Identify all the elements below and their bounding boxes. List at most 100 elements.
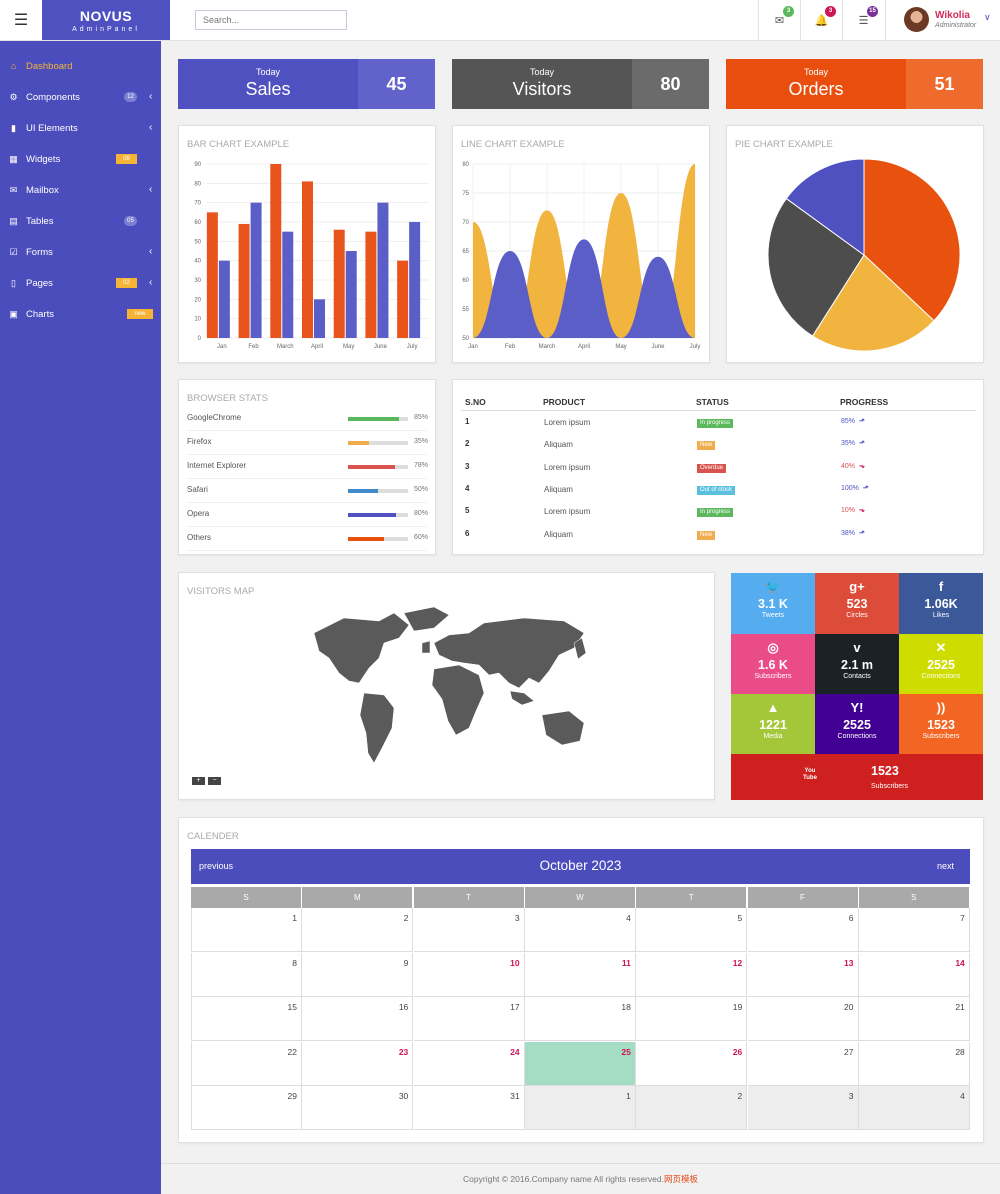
status-badge: New [697,530,716,540]
sidebar-item-pages[interactable]: ▯ Pages 02 ‹ [0,269,161,299]
social-tile-twitter[interactable]: 🐦 3.1 K Tweets [731,573,815,634]
tasks-button[interactable]: ☰ 15 [842,0,884,40]
calendar-day[interactable]: 10 [413,952,525,997]
brand-logo[interactable]: NOVUS AdminPanel [42,0,170,40]
chevron-down-icon: ∨ [984,12,991,22]
social-tile-rss[interactable]: )) 1523 Subscribers [899,694,983,755]
sidebar-item-mailbox[interactable]: ✉ Mailbox ‹ [0,176,161,206]
calendar-day[interactable]: 9 [302,952,414,997]
bar [238,223,250,338]
rss-icon: )) [936,700,946,715]
sidebar-item-dashboard[interactable]: ⌂ Dashboard [0,52,161,82]
stat-card-sales[interactable]: Today Sales 45 [178,59,435,109]
social-tile-youtube[interactable]: You Tube 1523 Subscribers [731,754,983,800]
sidebar-item-forms[interactable]: ☑ Forms ‹ [0,238,161,268]
calendar-day[interactable]: 2 [302,908,414,952]
sidebar-item-charts[interactable]: ▣ Charts new [0,300,161,330]
calendar-day[interactable]: 26 [636,1041,748,1086]
calendar-day[interactable]: 27 [747,1041,859,1086]
messages-button[interactable]: ✉ 3 [758,0,800,40]
calendar-day[interactable]: 18 [524,997,636,1042]
calendar-day[interactable]: 25 [524,1041,636,1086]
calendar-day[interactable]: 8 [191,952,302,997]
calendar-day[interactable]: 2 [636,1086,748,1131]
social-tile-android[interactable]: ▲ 1221 Media [731,694,815,755]
chevron-left-icon: ‹ [149,246,153,257]
calendar-day[interactable]: 6 [747,908,859,952]
facebook-icon: f [938,579,944,594]
table-cell-no: 4 [465,483,470,493]
bar [302,181,313,338]
arrow-down-icon: ⬎ [859,507,865,515]
y-tick-label: 30 [194,278,201,284]
calendar-day[interactable]: 1 [191,908,302,952]
social-tile-dribbble[interactable]: ◎ 1.6 K Subscribers [731,633,815,694]
map-zoom-out-button[interactable]: − [208,777,221,785]
calendar-day[interactable]: 3 [413,908,525,952]
calendar-day[interactable]: 13 [747,952,859,997]
calendar-day[interactable]: 12 [636,952,748,997]
x-tick-label: Feb [248,344,259,350]
sidebar-item-ui-elements[interactable]: ▮ UI Elements ‹ [0,114,161,144]
social-tile-vimeo[interactable]: v 2.1 m Contacts [815,633,899,694]
calendar-day[interactable]: 15 [191,997,302,1042]
calendar-day[interactable]: 28 [858,1041,970,1086]
calendar-day[interactable]: 30 [302,1086,414,1131]
social-tile-google-plus[interactable]: g+ 523 Circles [815,573,899,634]
calendar-day[interactable]: 23 [302,1041,414,1086]
calendar-title: CALENDER [187,831,239,842]
bar [409,222,421,338]
map-zoom-in-button[interactable]: + [192,777,205,785]
notifications-button[interactable]: 🔔 3 [800,0,842,40]
bar [250,202,262,338]
footer-link[interactable]: 网页模板 [663,1174,698,1184]
calendar-day[interactable]: 17 [413,997,525,1042]
sidebar-item-tables[interactable]: ▤ Tables 05 [0,207,161,237]
youtube-icon: You Tube [803,768,817,781]
calendar-prev-button[interactable]: previous [199,861,234,871]
calendar-day[interactable]: 22 [191,1041,302,1086]
stat-card-visitors[interactable]: Today Visitors 80 [452,59,709,109]
calendar-day[interactable]: 4 [524,908,636,952]
calendar-day[interactable]: 29 [191,1086,302,1131]
browser-percent: 80% [414,510,429,517]
calendar-day[interactable]: 7 [858,908,970,952]
social-tile-facebook[interactable]: f 1.06K Likes [899,573,983,634]
calendar-day[interactable]: 4 [858,1086,970,1131]
calendar-day[interactable]: 24 [413,1041,525,1086]
sidebar-item-widgets[interactable]: ▦ Widgets 08 [0,145,161,175]
browser-name: Opera [187,509,210,518]
browser-stat-row: GoogleChrome 85% [187,407,428,431]
social-tile-xing[interactable]: ✕ 2525 Connections [899,633,983,694]
status-badge: Out of stock [697,485,736,495]
social-value: 3.1 K [758,597,788,611]
menu-toggle-icon[interactable]: ☰ [13,12,29,29]
search-input[interactable] [195,10,347,30]
x-tick-label: July [407,344,418,350]
calendar-day[interactable]: 20 [747,997,859,1042]
table-header: S.NO [465,397,486,407]
stat-card-orders[interactable]: Today Orders 51 [726,59,983,109]
browser-stat-row: Firefox 35% [187,431,428,455]
calendar-day[interactable]: 19 [636,997,748,1042]
sidebar-item-badge: 02 [116,278,137,288]
progress-track [348,417,408,421]
arrow-up-icon: ⬏ [859,529,865,537]
calendar-next-button[interactable]: next [937,861,955,871]
calendar-day[interactable]: 3 [747,1086,859,1131]
calendar-day[interactable]: 21 [858,997,970,1042]
calendar-day[interactable]: 5 [636,908,748,952]
social-tile-yahoo[interactable]: Y! 2525 Connections [815,694,899,755]
y-tick-label: 70 [462,220,469,226]
calendar-day[interactable]: 11 [524,952,636,997]
calendar-day[interactable]: 14 [858,952,970,997]
user-menu[interactable]: Wikolia Administrator ∨ [885,0,1000,40]
table-cell-no: 2 [465,439,470,449]
calendar-weekday: S [858,887,970,908]
calendar-day[interactable]: 31 [413,1086,525,1131]
sidebar-item-components[interactable]: ⚙ Components 12 ‹ [0,83,161,113]
browser-stat-row: Opera 80% [187,503,429,527]
world-map [313,606,587,764]
calendar-day[interactable]: 1 [524,1086,636,1131]
calendar-day[interactable]: 16 [302,997,414,1042]
